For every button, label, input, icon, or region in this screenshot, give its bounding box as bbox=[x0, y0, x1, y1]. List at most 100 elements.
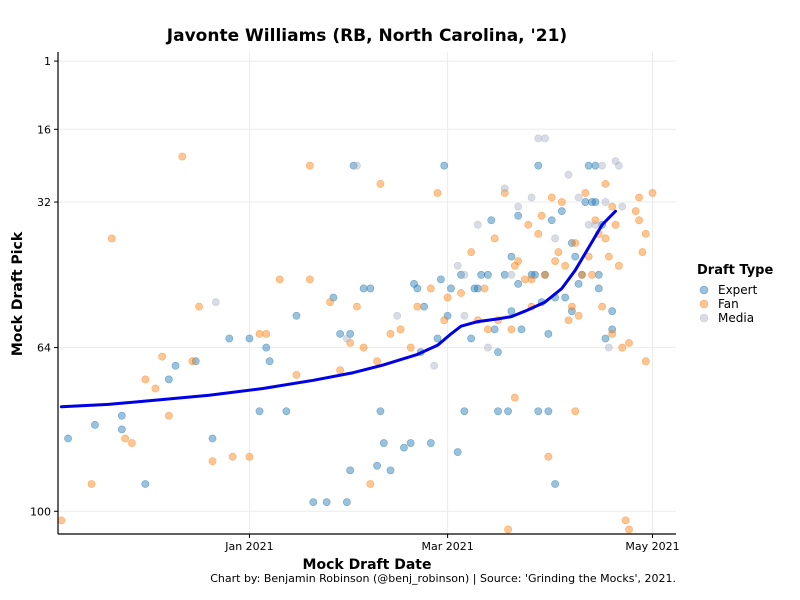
data-point-fan bbox=[618, 343, 627, 352]
data-point-fan bbox=[396, 325, 405, 334]
data-point-expert bbox=[534, 161, 543, 170]
data-point-expert bbox=[208, 434, 217, 443]
data-point-expert bbox=[551, 480, 559, 488]
data-point-expert bbox=[514, 211, 523, 220]
data-point-fan bbox=[262, 330, 271, 338]
data-point-expert bbox=[494, 407, 502, 416]
data-point-fan bbox=[608, 330, 617, 338]
data-point-fan bbox=[581, 189, 590, 197]
data-point-fan bbox=[638, 248, 647, 256]
data-point-expert bbox=[571, 252, 580, 261]
data-point-media bbox=[604, 343, 613, 352]
data-point-media bbox=[601, 198, 610, 206]
data-point-expert bbox=[379, 439, 388, 447]
data-point-fan bbox=[484, 325, 492, 334]
data-point-expert bbox=[309, 498, 318, 507]
data-point-expert bbox=[141, 480, 150, 488]
data-point-fan bbox=[641, 229, 650, 238]
data-point-expert bbox=[282, 407, 291, 416]
data-point-fan bbox=[564, 316, 573, 325]
data-point-fan bbox=[500, 189, 509, 197]
data-point-fan bbox=[228, 452, 237, 461]
data-point-fan bbox=[326, 298, 334, 306]
data-point-fan bbox=[158, 352, 167, 361]
data-point-expert bbox=[342, 498, 351, 507]
data-points bbox=[57, 134, 657, 534]
data-point-fan bbox=[480, 284, 489, 293]
data-point-fan bbox=[574, 311, 583, 320]
data-point-media bbox=[534, 134, 543, 143]
data-point-fan bbox=[373, 357, 381, 366]
data-point-expert bbox=[91, 420, 99, 429]
legend-swatch-expert bbox=[699, 285, 709, 295]
data-point-fan bbox=[635, 193, 643, 202]
data-point-media bbox=[507, 270, 516, 279]
data-point-media bbox=[591, 220, 600, 229]
axes bbox=[54, 52, 676, 538]
data-point-fan bbox=[178, 152, 187, 161]
data-point-media bbox=[353, 161, 361, 170]
data-point-expert bbox=[400, 443, 408, 452]
data-point-expert bbox=[413, 284, 422, 293]
data-point-expert bbox=[544, 407, 553, 416]
data-point-fan bbox=[443, 293, 452, 302]
data-point-fan bbox=[510, 393, 519, 402]
data-point-media bbox=[473, 220, 482, 229]
data-point-media bbox=[500, 184, 509, 193]
data-point-expert bbox=[420, 302, 428, 311]
data-point-media bbox=[393, 311, 402, 320]
data-point-fan bbox=[534, 229, 543, 238]
x-tick-label: Jan 2021 bbox=[224, 540, 273, 553]
data-point-expert bbox=[547, 216, 556, 225]
data-point-expert bbox=[534, 407, 543, 416]
y-axis-title: Mock Draft Pick bbox=[10, 231, 26, 356]
data-point-expert bbox=[460, 407, 469, 416]
data-point-fan bbox=[547, 193, 556, 202]
data-point-fan bbox=[615, 261, 623, 270]
data-point-fan bbox=[504, 525, 512, 534]
data-point-expert bbox=[245, 334, 254, 343]
data-point-expert bbox=[376, 407, 385, 416]
data-point-fan bbox=[440, 316, 449, 325]
data-point-expert bbox=[477, 270, 486, 279]
data-point-fan bbox=[336, 366, 345, 375]
data-point-fan bbox=[433, 189, 442, 197]
data-point-expert bbox=[373, 461, 381, 470]
data-point-fan bbox=[554, 248, 563, 256]
data-point-expert bbox=[265, 357, 274, 366]
data-point-expert bbox=[473, 284, 482, 293]
data-point-fan bbox=[514, 257, 523, 266]
data-point-fan bbox=[601, 179, 610, 188]
data-point-fan bbox=[245, 452, 254, 461]
data-point-media bbox=[618, 202, 627, 211]
data-point-fan bbox=[527, 275, 536, 284]
data-point-expert bbox=[117, 425, 126, 434]
data-point-media bbox=[342, 334, 351, 343]
legend-label-expert: Expert bbox=[718, 283, 758, 297]
data-point-fan bbox=[520, 275, 529, 284]
data-point-fan bbox=[359, 343, 368, 352]
data-point-fan bbox=[544, 452, 553, 461]
data-point-expert bbox=[514, 280, 523, 288]
data-point-expert bbox=[386, 466, 395, 475]
data-point-fan bbox=[611, 220, 620, 229]
legend-swatch-media bbox=[699, 313, 709, 323]
chart-caption: Chart by: Benjamin Robinson (@benj_robin… bbox=[210, 572, 676, 585]
data-point-media bbox=[598, 161, 607, 170]
legend-label-media: Media bbox=[718, 311, 754, 325]
x-axis-title: Mock Draft Date bbox=[303, 557, 432, 573]
data-point-fan bbox=[541, 270, 549, 279]
data-point-expert bbox=[594, 284, 603, 293]
data-point-expert bbox=[453, 448, 462, 457]
data-point-fan bbox=[567, 302, 576, 311]
data-point-fan bbox=[537, 211, 546, 220]
data-point-expert bbox=[64, 434, 72, 443]
data-point-fan bbox=[406, 343, 415, 352]
data-point-fan bbox=[490, 234, 499, 243]
data-point-expert bbox=[225, 334, 234, 343]
data-point-fan bbox=[588, 270, 596, 279]
data-point-expert bbox=[117, 411, 126, 420]
